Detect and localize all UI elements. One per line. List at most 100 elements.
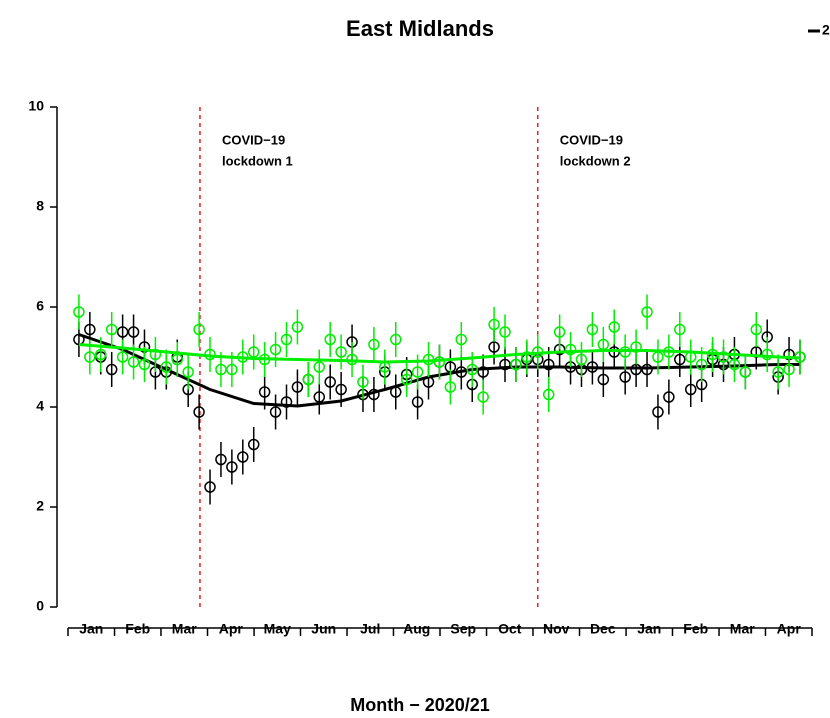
point [674,353,686,366]
x-tick-label: Apr [219,621,244,637]
point [390,386,402,398]
x-tick-label: Jun [311,621,336,637]
y-tick-label: 4 [36,398,44,414]
x-tick-label: Mar [730,621,755,637]
point [444,381,457,393]
point [739,366,752,378]
point [346,353,358,366]
point [630,341,642,353]
point [105,323,118,336]
x-tick-label: Feb [125,621,150,637]
point [641,306,653,318]
lockdown-label: lockdown 2 [560,153,631,168]
point [695,358,708,371]
point [368,388,380,401]
point [324,376,336,388]
point [215,453,227,466]
point [608,321,621,333]
chart-title: East Midlands [346,16,494,41]
point [652,351,664,363]
point [400,373,413,386]
point [302,373,315,386]
point [313,361,326,373]
point [663,346,675,358]
point [226,461,238,473]
point [542,358,555,371]
point [553,326,566,338]
point [761,348,773,361]
point [575,353,588,366]
point [521,351,533,363]
point [291,381,304,393]
point [641,363,653,376]
lockdown-label: lockdown 1 [222,153,293,168]
point [663,391,675,403]
x-tick-label: Apr [777,621,802,637]
point [706,348,719,361]
point [204,481,216,493]
point [466,363,478,376]
point [149,348,162,361]
point [422,353,435,366]
point [684,383,697,396]
point [586,323,599,336]
point [564,343,577,356]
point [258,386,271,398]
point [116,351,129,363]
point [171,353,184,366]
point [105,363,118,376]
point [597,338,610,351]
point [717,351,730,363]
point [488,318,500,331]
point [783,363,795,376]
x-tick-label: May [264,621,291,637]
point [324,333,336,346]
point [258,353,271,366]
point [269,343,282,356]
x-tick-label: Aug [403,621,430,637]
point [368,338,380,351]
x-tick-label: Oct [498,621,522,637]
point [237,351,249,363]
point [204,348,216,361]
y-tick-label: 2 [36,498,44,514]
x-axis-label: Month − 2020/21 [350,695,490,715]
point [291,321,304,333]
point [116,326,129,338]
point [390,333,402,346]
x-tick-label: Feb [683,621,708,637]
point [280,333,293,346]
y-tick-label: 10 [28,98,44,114]
point [750,323,763,336]
point [84,323,96,336]
trend-line [78,343,801,364]
x-tick-label: Dec [590,621,616,637]
point [477,391,489,403]
point [433,356,446,368]
point [237,451,249,463]
point [247,346,260,358]
point [455,366,468,378]
point [455,333,468,346]
point [532,346,544,358]
point [542,388,555,401]
point [313,391,326,403]
x-tick-label: Jan [79,621,103,637]
legend-text: 2 [822,22,830,38]
point [138,358,151,371]
point [379,361,391,373]
point [477,366,489,378]
point [619,371,631,383]
point [411,366,424,378]
point [247,438,260,451]
y-tick-label: 8 [36,198,44,214]
point [411,396,424,408]
point [499,358,511,371]
point [772,366,784,378]
lockdown-label: COVID−19 [560,132,623,147]
point [73,306,85,318]
point [160,361,173,373]
point [357,376,369,388]
x-tick-label: Jul [360,621,380,637]
x-tick-label: Nov [543,621,570,637]
